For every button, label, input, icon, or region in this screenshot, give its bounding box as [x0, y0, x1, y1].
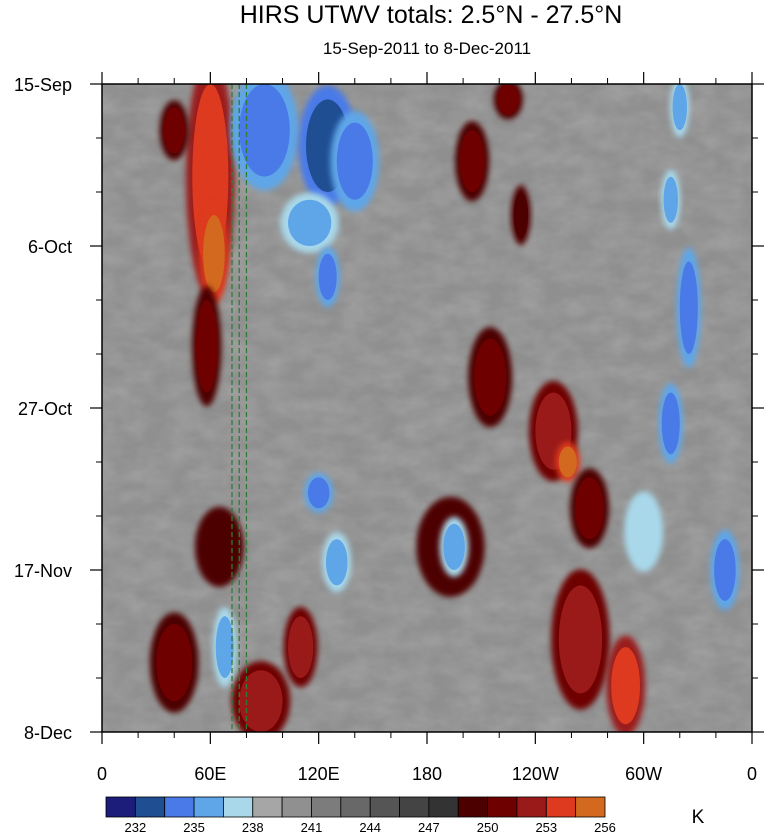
- x-tick-label-3: 180: [412, 764, 442, 784]
- feature-core-15: [611, 647, 641, 725]
- feature-core-25: [663, 176, 678, 223]
- feature-core-27: [443, 523, 465, 570]
- reference-lines: [231, 84, 248, 732]
- feature-core-3: [163, 107, 186, 154]
- feature-core-17: [239, 670, 283, 732]
- colorbar-swatch-14: [516, 796, 547, 818]
- colorbar-label-6: 250: [477, 820, 499, 834]
- chart-title: HIRS UTWV totals: 2.5°N - 27.5°N: [239, 1, 623, 29]
- colorbar-swatch-7: [311, 796, 342, 818]
- feature-core-18: [156, 624, 193, 702]
- y-tick-label-4: 8-Dec: [24, 723, 72, 743]
- feature-core-29: [318, 253, 337, 300]
- colorbar: 232 235 238 241 244 247 250 253 256 K: [105, 796, 705, 834]
- y-tick-label-2: 27-Oct: [18, 399, 72, 419]
- feature-core-2: [195, 300, 218, 393]
- feature-core-21: [575, 477, 604, 540]
- feature-core-23: [679, 261, 698, 354]
- feature-core-26: [714, 539, 736, 601]
- feature-core-31: [325, 539, 348, 586]
- x-tick-label-1: 60E: [194, 764, 226, 784]
- x-tick-label-5: 60W: [625, 764, 662, 784]
- colorbar-swatch-1: [134, 796, 166, 818]
- colorbar-swatch-4: [223, 796, 254, 818]
- colorbar-label-8: 256: [594, 820, 616, 834]
- feature-core-1: [203, 215, 225, 293]
- feature-core-13: [558, 446, 577, 478]
- y-tick-label-3: 17-Nov: [14, 561, 72, 581]
- plot-background: [102, 84, 752, 732]
- colorbar-swatch-16: [575, 796, 606, 818]
- colorbar-swatch-5: [252, 796, 283, 818]
- colorbar-swatch-11: [428, 796, 459, 818]
- colorbar-swatch-9: [369, 796, 400, 818]
- colorbar-label-3: 241: [301, 820, 323, 834]
- colorbar-label-2: 238: [242, 820, 264, 834]
- colorbar-swatch-15: [545, 796, 577, 818]
- colorbar-swatch-2: [164, 796, 195, 818]
- x-tick-label-2: 120E: [298, 764, 340, 784]
- x-tick-label-0: 0: [97, 764, 107, 784]
- feature-core-4: [239, 84, 290, 177]
- feature-core-24: [672, 84, 687, 131]
- colorbar-label-5: 247: [418, 820, 440, 834]
- heatmap-cells: [149, 84, 740, 732]
- colorbar-swatch-6: [281, 796, 312, 818]
- feature-core-22: [661, 392, 680, 455]
- feature-core-30: [215, 616, 234, 679]
- colorbar-swatch-8: [340, 796, 371, 818]
- y-tick-label-0: 15-Sep: [14, 75, 72, 95]
- colorbar-label-4: 244: [359, 820, 381, 834]
- feature-core-8: [497, 84, 520, 115]
- feature-core-16: [287, 616, 314, 679]
- colorbar-label-7: 253: [535, 820, 557, 834]
- feature-core-6: [336, 122, 373, 200]
- colorbar-swatch-13: [487, 796, 518, 818]
- colorbar-swatch-12: [457, 796, 488, 818]
- x-tick-label-4: 120W: [512, 764, 559, 784]
- colorbar-swatch-3: [193, 796, 224, 818]
- x-axis: 0 60E 120E 180 120W 60W 0: [97, 72, 757, 784]
- chart-subtitle: 15-Sep-2011 to 8-Dec-2011: [322, 39, 532, 58]
- colorbar-label-0: 232: [125, 820, 147, 834]
- feature-core-32: [629, 500, 659, 563]
- feature-core-19: [201, 516, 238, 578]
- feature-core-28: [307, 477, 330, 509]
- feature-core-11: [473, 338, 507, 416]
- y-axis: 15-Sep 6-Oct 27-Oct 17-Nov 8-Dec: [14, 75, 764, 743]
- feature-core-7: [287, 199, 332, 246]
- feature-core-14: [558, 585, 603, 694]
- feature-core-10: [513, 192, 529, 239]
- colorbar-swatch-0: [105, 796, 136, 818]
- colorbar-unit: K: [692, 807, 705, 828]
- y-tick-label-1: 6-Oct: [28, 237, 72, 257]
- x-tick-label-6: 0: [747, 764, 757, 784]
- colorbar-swatch-10: [399, 796, 430, 818]
- feature-core-9: [459, 130, 485, 192]
- colorbar-label-1: 235: [183, 820, 205, 834]
